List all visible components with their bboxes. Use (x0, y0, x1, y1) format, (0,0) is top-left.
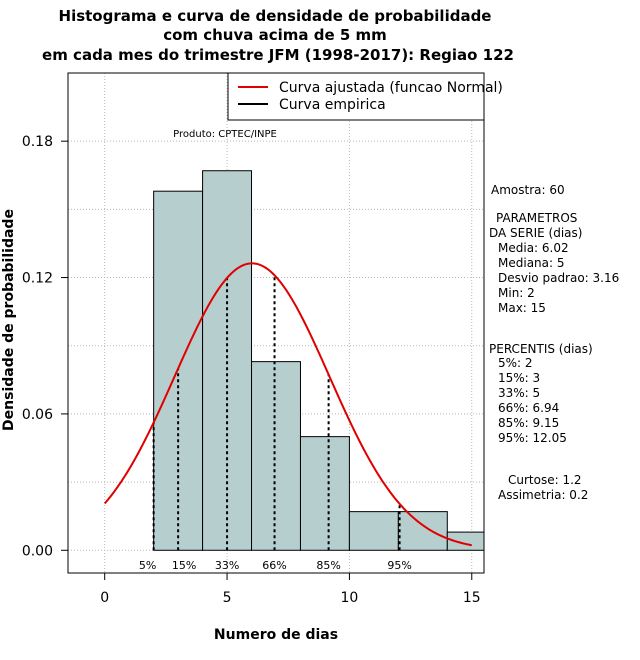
percentil-item-4: 85%: 9.15 (498, 416, 559, 430)
y-tick-label-1: 0.06 (22, 407, 53, 423)
param-item-4: Max: 15 (498, 301, 546, 315)
percentile-label-4: 85% (316, 559, 340, 572)
param-item-2: Desvio padrao: 3.16 (498, 271, 619, 285)
y-tick-label-3: 0.18 (22, 134, 53, 150)
y-axis: 0.00 0.06 0.12 0.18 (22, 134, 68, 559)
params-title-2: DA SERIE (dias) (489, 226, 582, 240)
x-tick-label-2: 10 (340, 590, 358, 606)
percentis-title: PERCENTIS (dias) (489, 342, 593, 356)
x-axis: 0 5 10 15 (100, 573, 481, 606)
assimetria: Assimetria: 0.2 (498, 488, 588, 502)
histogram-bar-2 (251, 361, 301, 551)
histogram-bar-5 (397, 511, 448, 551)
percentile-label-1: 15% (172, 559, 196, 572)
y-axis-title: Densidade de probabilidade (1, 209, 17, 431)
legend-label-fitted: Curva ajustada (funcao Normal) (279, 80, 503, 96)
chart-title-line-1: Histograma e curva de densidade de proba… (59, 7, 492, 25)
sample-size: Amostra: 60 (491, 183, 565, 197)
histogram-bar-4 (348, 511, 399, 551)
param-item-0: Media: 6.02 (498, 241, 569, 255)
percentil-item-1: 15%: 3 (498, 371, 540, 385)
stats-panel: Amostra: 60 PARAMETROS DA SERIE (dias) M… (489, 183, 619, 502)
percentil-item-0: 5%: 2 (498, 356, 533, 370)
percentile-lines: 5% 15% 33% 66% 85% 95% (139, 275, 412, 572)
y-tick-label-2: 0.12 (22, 271, 53, 287)
curtose: Curtose: 1.2 (508, 473, 582, 487)
credit-text: Produto: CPTEC/INPE (173, 129, 277, 140)
x-tick-label-3: 15 (463, 590, 481, 606)
normal-curve (103, 262, 472, 547)
legend-label-empirical: Curva empirica (279, 97, 386, 113)
percentile-label-2: 33% (215, 559, 239, 572)
histogram-bar-3 (299, 436, 350, 551)
param-item-3: Min: 2 (498, 286, 535, 300)
chart-title-line-2: com chuva acima de 5 mm (163, 26, 387, 44)
params-title-1: PARAMETROS (496, 211, 577, 225)
x-tick-label-1: 5 (223, 590, 232, 606)
percentil-item-5: 95%: 12.05 (498, 431, 567, 445)
percentile-label-5: 95% (387, 559, 411, 572)
histogram-bar-6 (446, 531, 484, 551)
percentile-label-3: 66% (262, 559, 286, 572)
percentil-item-3: 66%: 6.94 (498, 401, 559, 415)
legend: Curva ajustada (funcao Normal) Curva emp… (227, 72, 503, 121)
x-tick-label-0: 0 (100, 590, 109, 606)
normal-curve-layer (103, 262, 472, 547)
percentil-item-2: 33%: 5 (498, 386, 540, 400)
histogram-bars (153, 170, 484, 551)
x-axis-title: Numero de dias (214, 627, 338, 643)
y-tick-label-0: 0.00 (22, 543, 53, 559)
chart-title-line-3: em cada mes do trimestre JFM (1998-2017)… (42, 46, 514, 64)
histogram-bar-1 (202, 170, 253, 551)
percentile-label-0: 5% (139, 559, 156, 572)
param-item-1: Mediana: 5 (498, 256, 565, 270)
legend-box (227, 72, 485, 121)
